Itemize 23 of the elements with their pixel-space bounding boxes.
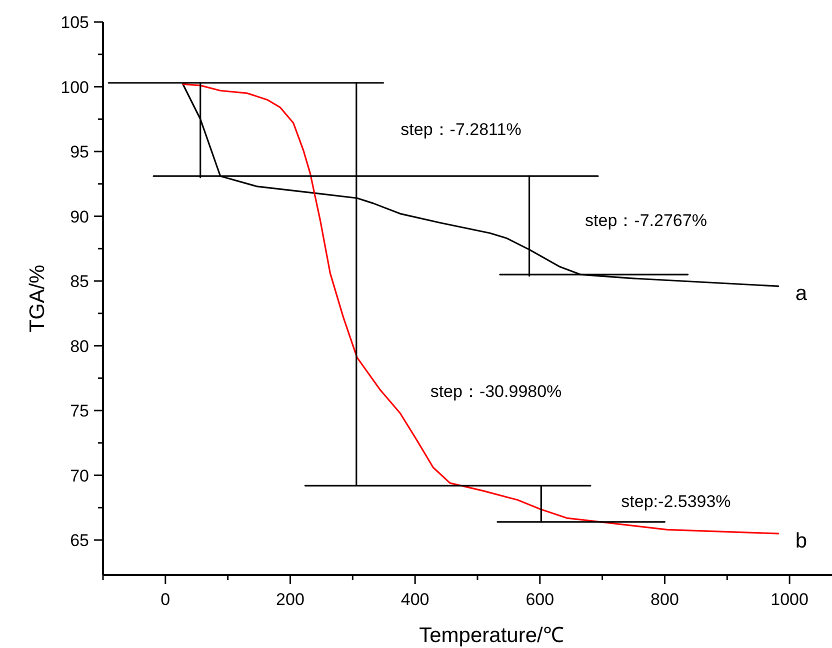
x-tick-label: 800 bbox=[650, 590, 679, 609]
series-label: b bbox=[795, 530, 808, 553]
annotation: step:-2.5393% bbox=[621, 492, 731, 511]
annotation: step：-7.2767% bbox=[585, 211, 707, 230]
x-tick-label: 1000 bbox=[770, 590, 808, 609]
y-tick-label: 80 bbox=[70, 336, 89, 356]
y-tick-label: 100 bbox=[60, 78, 89, 97]
x-tick-label: 600 bbox=[526, 590, 554, 609]
x-axis-title: Temperature/℃ bbox=[419, 624, 564, 647]
annotation: step：-30.9980% bbox=[430, 382, 562, 401]
y-tick-label: 70 bbox=[70, 466, 89, 486]
y-tick-label: 85 bbox=[70, 272, 89, 292]
annotation: step：-7.2811% bbox=[400, 120, 522, 139]
y-axis-title: TGA/% bbox=[26, 264, 49, 332]
x-tick-label: 0 bbox=[160, 590, 170, 609]
series-label: a bbox=[795, 282, 808, 306]
y-tick-label: 95 bbox=[70, 142, 89, 162]
y-tick-label: 90 bbox=[70, 207, 89, 226]
y-tick-label: 75 bbox=[70, 402, 89, 421]
y-tick-label: 65 bbox=[70, 531, 89, 550]
x-tick-label: 400 bbox=[400, 590, 430, 609]
x-tick-label: 200 bbox=[276, 590, 304, 609]
y-tick-label: 105 bbox=[60, 13, 89, 32]
